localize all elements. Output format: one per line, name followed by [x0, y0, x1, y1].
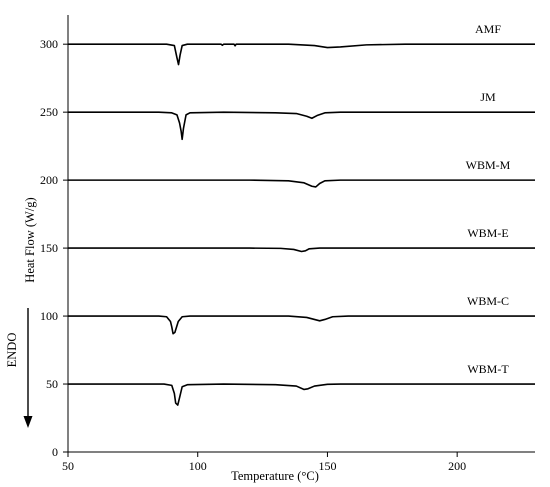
y-tick-label: 150 — [40, 241, 58, 255]
y-tick-label: 50 — [46, 377, 58, 391]
plot-series-group — [68, 43, 535, 406]
series-line-wbm-c — [68, 315, 535, 335]
y-tick-label: 100 — [40, 309, 58, 323]
y-tick-label: 300 — [40, 37, 58, 51]
x-tick-label: 100 — [189, 459, 207, 473]
series-line-wbm-e — [68, 247, 535, 253]
y-tick-label: 0 — [52, 445, 58, 459]
x-tick-label: 50 — [62, 459, 74, 473]
series-labels-group: AMF JM WBM-M WBM-E WBM-C WBM-T — [466, 22, 511, 376]
y-tick-label: 250 — [40, 105, 58, 119]
series-label-amf: AMF — [475, 22, 501, 36]
endo-arrow — [23, 308, 33, 428]
x-ticks-group: 50 100 150 200 — [62, 452, 466, 473]
series-label-wbm-e: WBM-E — [467, 226, 508, 240]
axes-group — [67, 15, 535, 453]
x-tick-label: 150 — [318, 459, 336, 473]
series-line-wbm-m — [68, 179, 535, 188]
y-axis-title: Heat Flow (W/g) — [23, 197, 37, 282]
series-label-wbm-t: WBM-T — [467, 362, 509, 376]
y-tick-label: 200 — [40, 173, 58, 187]
series-line-amf — [68, 43, 535, 66]
x-tick-label: 200 — [448, 459, 466, 473]
series-label-wbm-m: WBM-M — [466, 158, 511, 172]
series-line-jm — [68, 111, 535, 141]
x-axis-title: Temperature (°C) — [231, 469, 319, 483]
series-label-jm: JM — [480, 90, 496, 104]
endo-label: ENDO — [5, 333, 19, 368]
series-line-wbm-t — [68, 383, 535, 406]
series-label-wbm-c: WBM-C — [467, 294, 509, 308]
y-ticks-group: 0 50 100 150 200 250 300 — [40, 37, 68, 459]
